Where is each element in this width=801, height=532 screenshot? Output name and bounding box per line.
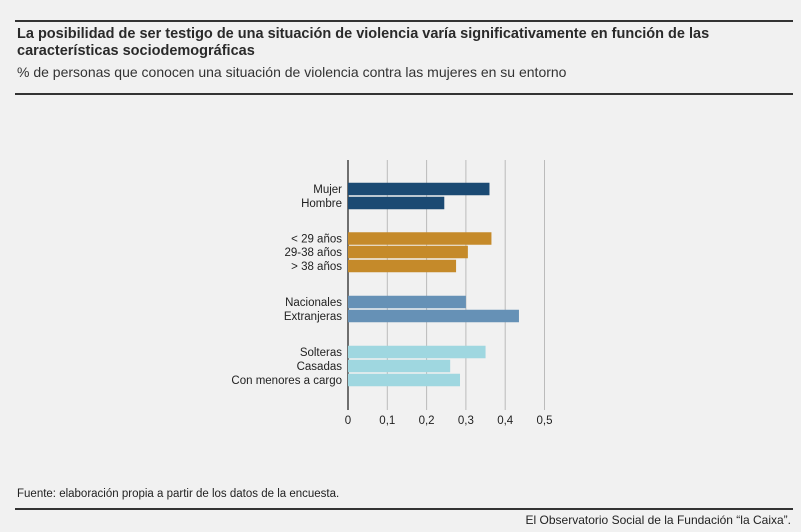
bar <box>348 259 457 273</box>
source-note: Fuente: elaboración propia a partir de l… <box>17 488 340 500</box>
bar <box>348 359 451 373</box>
bar <box>348 245 468 259</box>
bar <box>348 309 519 323</box>
chart-title: La posibilidad de ser testigo de una sit… <box>17 26 710 59</box>
category-label: Solteras <box>300 347 342 359</box>
x-tick-label: 0,2 <box>419 415 435 427</box>
category-label: Mujer <box>313 184 342 196</box>
category-label: > 38 años <box>291 261 342 273</box>
category-label: Extranjeras <box>284 311 342 323</box>
x-tick-label: 0,4 <box>497 415 514 427</box>
bars <box>348 182 519 387</box>
x-tick-label: 0,3 <box>458 415 474 427</box>
category-label: 29-38 años <box>284 247 342 259</box>
x-tick-label: 0,1 <box>379 415 395 427</box>
category-label: Casadas <box>297 361 343 373</box>
bar <box>348 232 492 245</box>
category-label: < 29 años <box>291 234 342 246</box>
footer-rule <box>15 508 793 510</box>
bar <box>348 182 490 196</box>
x-tick-label: 0 <box>345 415 351 427</box>
bar <box>348 295 466 309</box>
bar <box>348 373 461 387</box>
bar <box>348 345 486 359</box>
category-label: Hombre <box>301 198 342 210</box>
top-rule <box>15 20 793 22</box>
category-label: Con menores a cargo <box>231 375 342 387</box>
bar <box>348 196 445 210</box>
header-rule <box>15 93 793 95</box>
credit-line: El Observatorio Social de la Fundación “… <box>525 513 791 527</box>
x-tick-labels: 0 0,1 0,2 0,3 0,4 0,5 <box>345 415 553 427</box>
x-tick-label: 0,5 <box>537 415 553 427</box>
chart-subtitle: % de personas que conocen una situación … <box>17 64 567 80</box>
category-label: Nacionales <box>285 297 342 309</box>
